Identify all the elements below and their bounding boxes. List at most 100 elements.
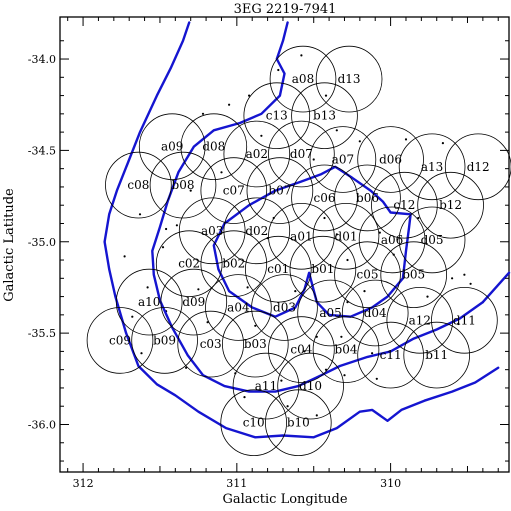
point-source bbox=[463, 273, 466, 276]
field-circle-b09 bbox=[131, 307, 198, 374]
point-source bbox=[346, 258, 349, 262]
point-source bbox=[220, 171, 223, 174]
field-circle-d11 bbox=[431, 286, 498, 354]
field-circle-c07 bbox=[200, 157, 268, 224]
field-label-d02: d02 bbox=[245, 224, 268, 238]
field-label-a10: a10 bbox=[138, 295, 160, 309]
field-circle-a05 bbox=[297, 279, 364, 347]
field-label-b04: b04 bbox=[335, 343, 358, 357]
point-source bbox=[335, 233, 338, 236]
field-label-d12: d12 bbox=[467, 160, 490, 174]
field-label-b01: b01 bbox=[311, 262, 334, 276]
point-source bbox=[246, 286, 249, 289]
field-circle-c01 bbox=[244, 235, 312, 303]
field-circle-d02 bbox=[223, 197, 291, 265]
field-circle-c03 bbox=[177, 310, 244, 378]
point-source bbox=[417, 216, 420, 220]
point-source bbox=[404, 138, 408, 141]
field-circle-a12 bbox=[386, 286, 454, 354]
field-circle-c13 bbox=[243, 82, 311, 149]
field-label-b05: b05 bbox=[402, 268, 425, 282]
field-circle-d10 bbox=[277, 352, 344, 420]
point-source bbox=[426, 295, 429, 298]
field-label-d05: d05 bbox=[421, 233, 444, 247]
point-source bbox=[303, 350, 306, 353]
field-label-c10: c10 bbox=[243, 416, 265, 430]
field-circle-a11 bbox=[232, 352, 300, 420]
y-tick-label: -34.0 bbox=[28, 53, 56, 66]
point-source bbox=[123, 255, 126, 258]
field-label-b12: b12 bbox=[439, 198, 462, 212]
field-label-b03: b03 bbox=[244, 337, 267, 351]
point-source bbox=[441, 142, 444, 145]
point-source bbox=[335, 129, 338, 132]
field-label-c07: c07 bbox=[223, 184, 245, 198]
field-circle-d03 bbox=[251, 274, 318, 341]
point-source bbox=[375, 377, 378, 380]
field-circle-b13 bbox=[291, 82, 358, 149]
point-source bbox=[323, 216, 326, 220]
field-label-a07: a07 bbox=[332, 153, 354, 167]
point-source bbox=[340, 335, 343, 338]
field-circle-b06 bbox=[334, 164, 401, 232]
point-source bbox=[146, 286, 149, 289]
point-source bbox=[371, 352, 374, 355]
field-label-d06: d06 bbox=[379, 153, 402, 167]
point-source bbox=[248, 94, 251, 97]
point-source bbox=[312, 158, 315, 161]
field-circle-a10 bbox=[115, 268, 183, 336]
field-circle-a01 bbox=[268, 202, 335, 270]
point-source bbox=[175, 224, 178, 227]
field-label-a02: a02 bbox=[246, 147, 268, 161]
field-label-d13: d13 bbox=[338, 72, 361, 86]
point-source bbox=[189, 189, 192, 192]
field-circle-c08 bbox=[105, 151, 172, 219]
field-circle-a06 bbox=[358, 206, 426, 274]
field-label-c13: c13 bbox=[266, 109, 288, 123]
field-circle-a04 bbox=[205, 274, 272, 341]
field-circle-d04 bbox=[341, 279, 409, 347]
field-circle-c06 bbox=[291, 164, 358, 232]
field-label-c02: c02 bbox=[178, 257, 200, 271]
field-label-b06: b06 bbox=[356, 191, 379, 205]
field-label-d11: d11 bbox=[453, 313, 476, 327]
x-tick-label: 311 bbox=[226, 477, 247, 490]
field-label-b07: b07 bbox=[268, 184, 291, 198]
field-circle-b02 bbox=[200, 230, 268, 298]
point-source bbox=[260, 134, 263, 137]
point-source bbox=[343, 374, 346, 377]
field-circle-b04 bbox=[312, 316, 380, 383]
point-source bbox=[363, 290, 366, 293]
field-label-c01: c01 bbox=[267, 262, 289, 276]
field-circle-b05 bbox=[380, 241, 448, 309]
field-circle-d12 bbox=[444, 133, 511, 201]
field-label-a03: a03 bbox=[201, 224, 223, 238]
point-source bbox=[140, 352, 143, 355]
field-label-a04: a04 bbox=[227, 301, 250, 315]
chart-title: 3EG 2219-7941 bbox=[234, 2, 337, 17]
point-source bbox=[469, 282, 472, 285]
field-label-a13: a13 bbox=[421, 160, 443, 174]
field-label-c03: c03 bbox=[200, 337, 222, 351]
field-label-d07: d07 bbox=[290, 147, 313, 161]
field-label-c12: c12 bbox=[393, 198, 415, 212]
field-label-a12: a12 bbox=[409, 313, 431, 327]
field-circle-c11 bbox=[357, 321, 424, 389]
field-circle-c09 bbox=[86, 307, 154, 374]
contour-line bbox=[212, 165, 412, 318]
field-label-a09: a09 bbox=[161, 140, 183, 154]
field-label-c06: c06 bbox=[314, 191, 336, 205]
field-circle-b11 bbox=[403, 321, 471, 389]
field-label-b02: b02 bbox=[222, 257, 245, 271]
field-label-a06: a06 bbox=[381, 233, 403, 247]
field-circle-d09 bbox=[160, 268, 228, 336]
point-source bbox=[254, 324, 257, 327]
x-axis-title: Galactic Longitude bbox=[222, 492, 347, 507]
field-label-d10: d10 bbox=[299, 379, 322, 393]
point-source bbox=[138, 213, 142, 216]
field-label-d09: d09 bbox=[182, 295, 205, 309]
point-source bbox=[277, 68, 280, 72]
point-source bbox=[280, 379, 283, 382]
field-label-a08: a08 bbox=[292, 72, 314, 86]
contour-line bbox=[103, 21, 500, 439]
